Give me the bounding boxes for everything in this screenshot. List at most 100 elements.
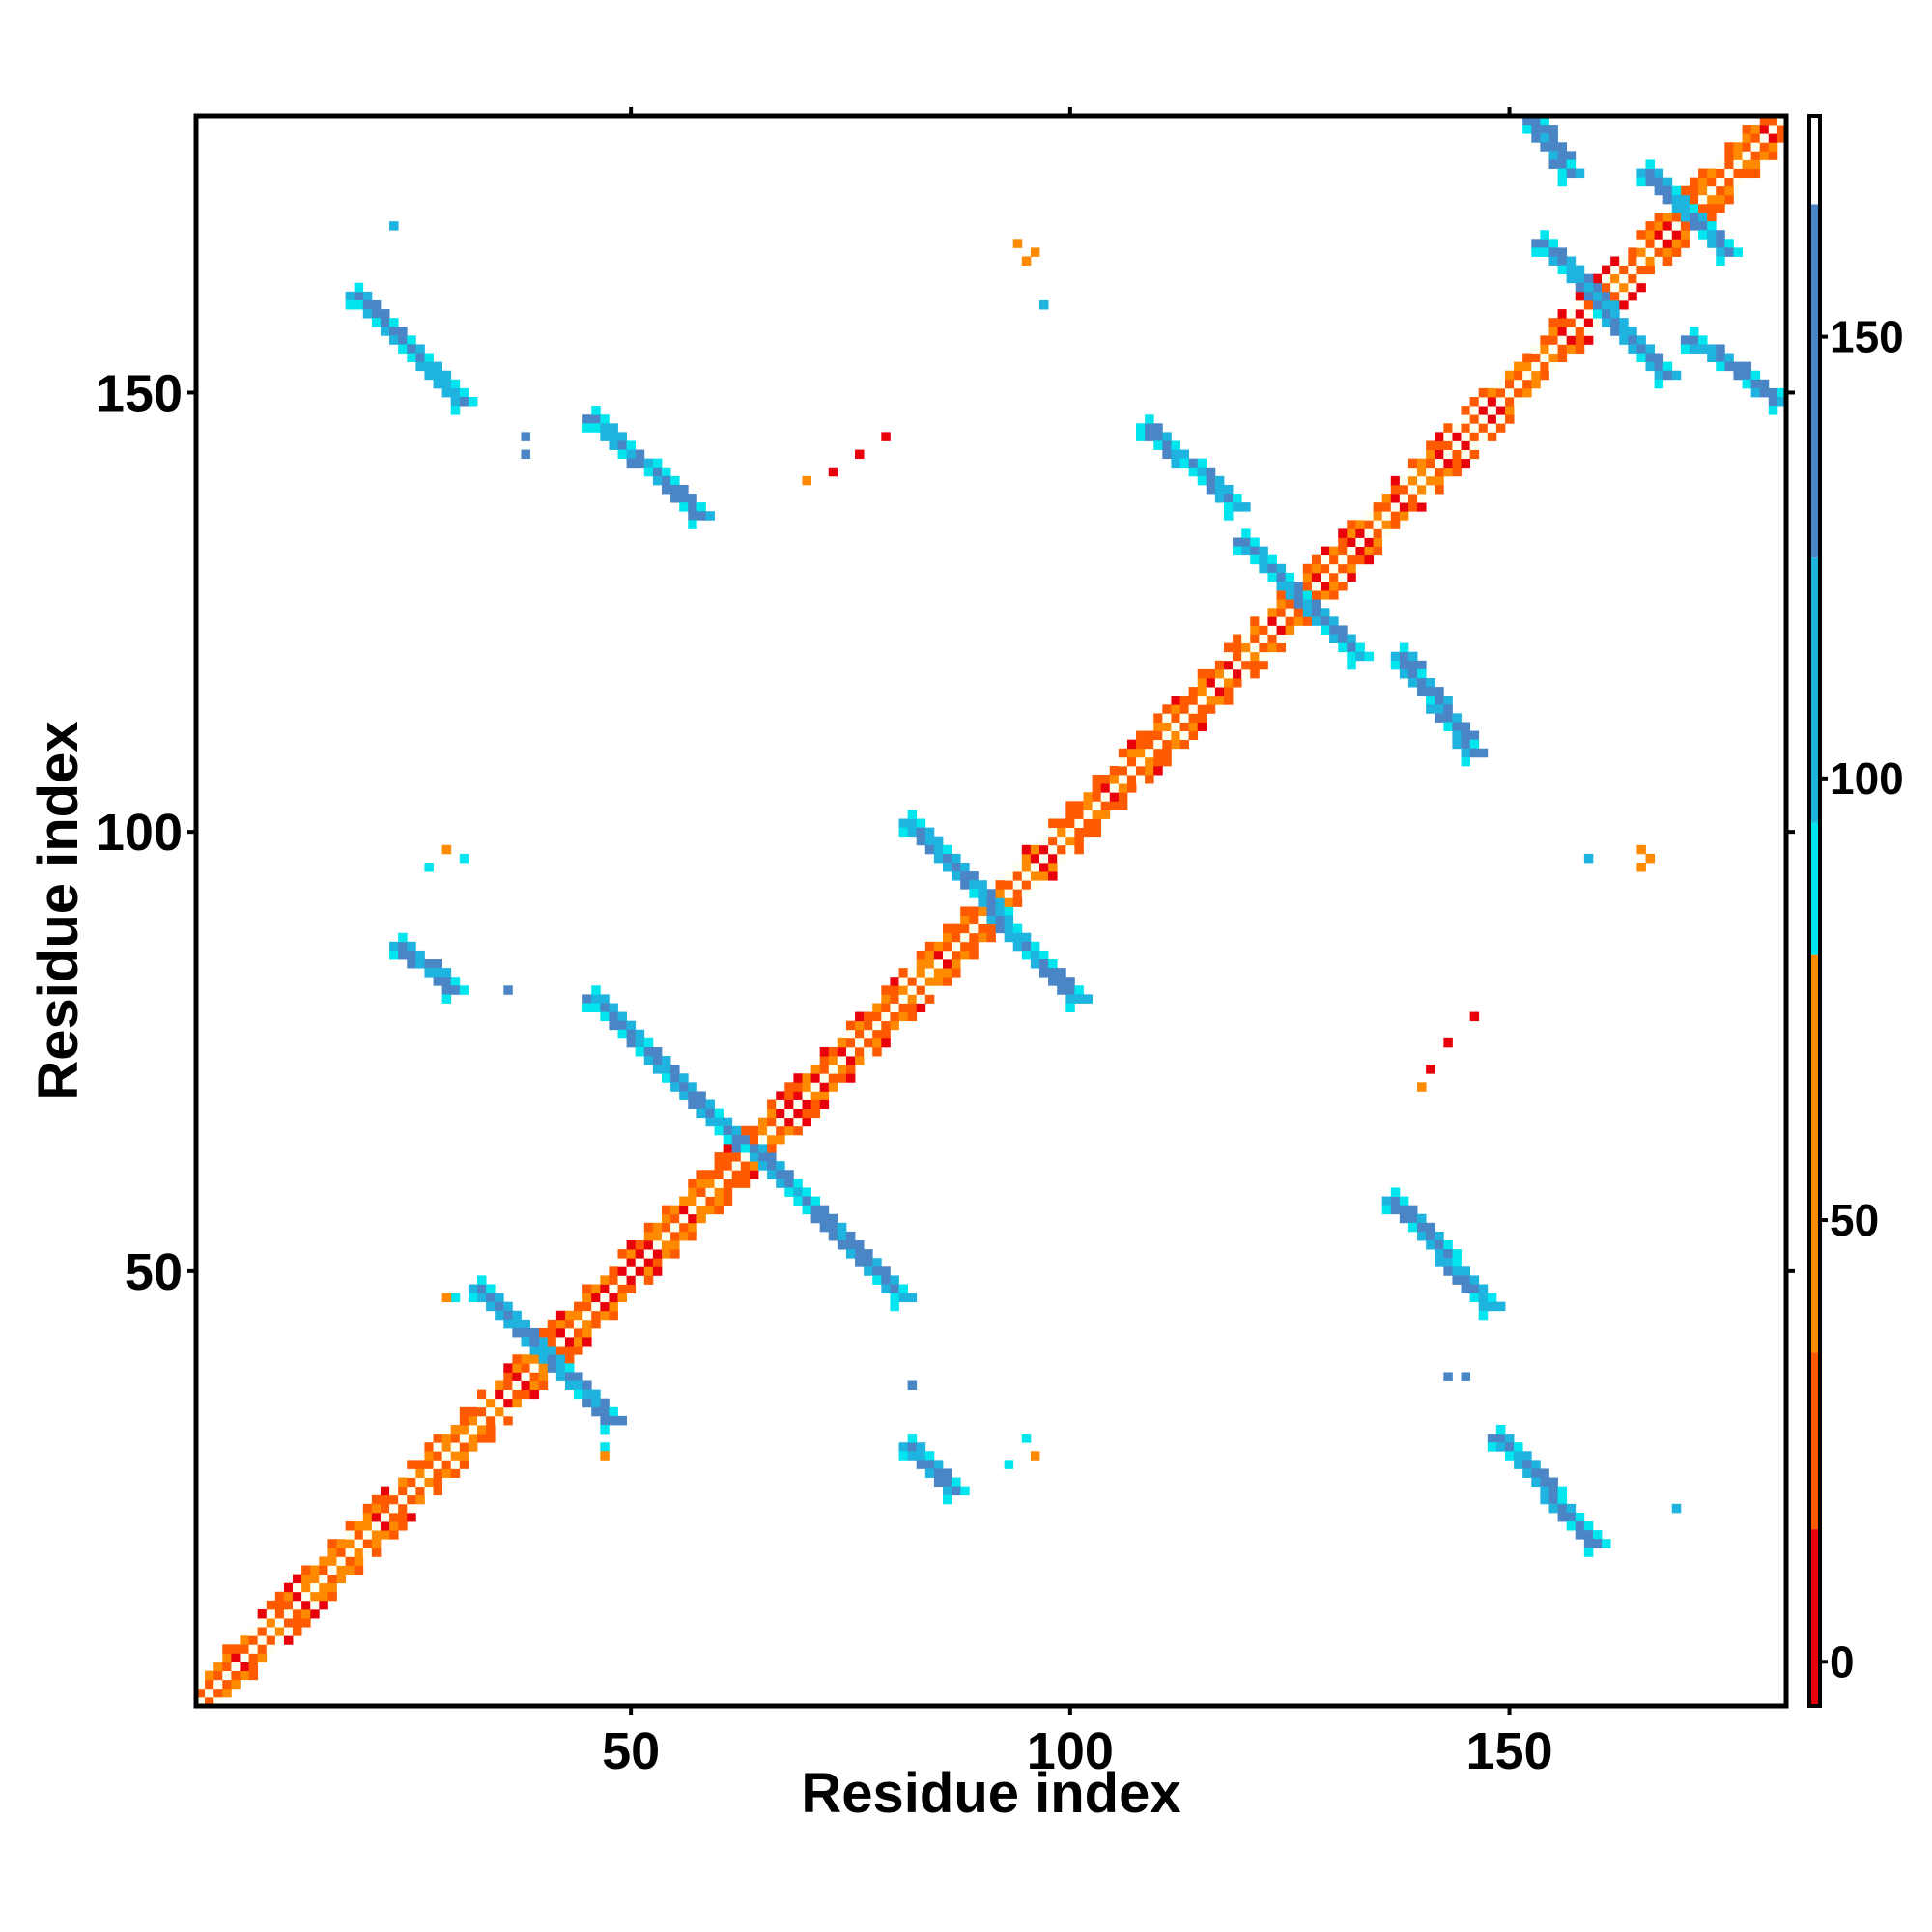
heatmap-cell (845, 1065, 856, 1074)
heatmap-cell (845, 1056, 856, 1065)
heatmap-cell (802, 475, 811, 486)
heatmap-cell (1048, 853, 1058, 864)
heatmap-cell (564, 1327, 575, 1338)
heatmap-cell (486, 1406, 496, 1417)
heatmap-cell (1435, 484, 1444, 495)
heatmap-cell (1171, 713, 1180, 723)
heatmap-cell (231, 1670, 241, 1681)
heatmap-cell (933, 836, 944, 846)
heatmap-cell (679, 1231, 689, 1241)
heatmap-cell (1179, 704, 1190, 714)
heatmap-cell (327, 1556, 337, 1566)
heatmap-cell (1724, 361, 1734, 372)
y-axis-title: Residue index (27, 721, 90, 1100)
heatmap-cell (670, 1082, 680, 1092)
heatmap-cell (1233, 537, 1242, 547)
heatmap-cell (1636, 239, 1646, 248)
heatmap-cell (617, 1249, 627, 1259)
heatmap-cell (1495, 1442, 1506, 1452)
heatmap-cell (784, 1117, 794, 1127)
heatmap-cell (591, 1406, 601, 1417)
heatmap-cell (933, 950, 944, 960)
heatmap-cell (1233, 642, 1242, 653)
heatmap-cell (582, 1293, 592, 1303)
heatmap-cell (345, 291, 355, 301)
heatmap-cell (1347, 520, 1356, 529)
heatmap-cell (1495, 406, 1506, 415)
heatmap-cell (1707, 344, 1717, 354)
heatmap-cell (819, 1046, 830, 1057)
heatmap-cell (1100, 783, 1111, 793)
heatmap-cell (1162, 756, 1172, 767)
heatmap-cell (1592, 291, 1603, 301)
heatmap-cell (907, 994, 918, 1004)
heatmap-cell (1461, 739, 1471, 750)
heatmap-cell (1548, 239, 1558, 248)
heatmap-cell (1575, 291, 1585, 301)
heatmap-cell (1321, 572, 1330, 582)
heatmap-cell (1716, 194, 1725, 205)
heatmap-cell (1557, 151, 1568, 160)
heatmap-cell (1276, 563, 1287, 574)
heatmap-cell (591, 1389, 601, 1400)
heatmap-cell (1733, 168, 1743, 179)
heatmap-cell (626, 440, 637, 450)
heatmap-cell (1214, 660, 1225, 670)
heatmap-cell (1004, 932, 1014, 943)
heatmap-cell (933, 959, 944, 969)
heatmap-cell (1057, 977, 1066, 986)
heatmap-cell (978, 880, 987, 890)
heatmap-cell (1338, 537, 1348, 547)
heatmap-cell (477, 1293, 487, 1303)
heatmap-cell (1768, 406, 1778, 415)
heatmap-cell (890, 1275, 899, 1285)
heatmap-cell (740, 1125, 751, 1136)
heatmap-cell (696, 511, 706, 521)
heatmap-cell (767, 1134, 777, 1145)
heatmap-cell (240, 1653, 249, 1662)
heatmap-cell (1540, 1494, 1549, 1505)
heatmap-cell (1407, 484, 1418, 495)
heatmap-cell (793, 1082, 803, 1092)
heatmap-cell (1636, 273, 1646, 284)
heatmap-cell (1329, 625, 1339, 635)
heatmap-cell (1004, 923, 1014, 934)
heatmap-cell (1145, 414, 1154, 424)
heatmap-cell (802, 1099, 811, 1110)
heatmap-cell (960, 941, 970, 952)
heatmap-cell (1495, 1301, 1506, 1312)
heatmap-cell (1373, 546, 1383, 556)
heatmap-cell (380, 309, 390, 319)
heatmap-cell (819, 1065, 830, 1074)
heatmap-cell (916, 827, 926, 838)
heatmap-cell (1628, 291, 1637, 301)
heatmap-cell (1259, 634, 1268, 644)
heatmap-cell (1469, 440, 1480, 450)
heatmap-cell (784, 1170, 794, 1179)
heatmap-cell (1566, 256, 1577, 266)
heatmap-cell (1645, 159, 1655, 169)
heatmap-cell (1628, 335, 1637, 345)
heatmap-cell (1514, 361, 1523, 372)
heatmap-cell (1048, 862, 1058, 872)
heatmap-cell (1347, 528, 1356, 538)
heatmap-cell (1759, 116, 1770, 126)
heatmap-cell (1338, 642, 1348, 653)
heatmap-cell (1610, 327, 1620, 336)
heatmap-cell (609, 1011, 618, 1022)
heatmap-cell (1645, 177, 1655, 187)
heatmap-cell (1179, 713, 1190, 723)
heatmap-cell (793, 1099, 803, 1110)
heatmap-cell (1461, 449, 1471, 460)
heatmap-cell (354, 299, 364, 310)
heatmap-cell (1566, 168, 1577, 179)
heatmap-cell (1557, 168, 1568, 179)
heatmap-cell (415, 959, 425, 969)
heatmap-cell (1636, 282, 1646, 293)
heatmap-cell (960, 871, 970, 881)
heatmap-cell (942, 959, 952, 969)
heatmap-cell (916, 977, 926, 986)
heatmap-cell (293, 1591, 302, 1602)
heatmap-cell (1241, 642, 1251, 653)
